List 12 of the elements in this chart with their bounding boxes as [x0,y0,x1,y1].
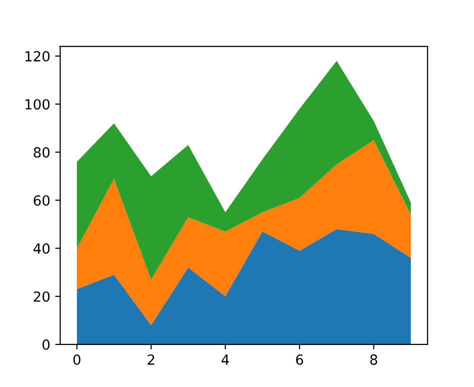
x-tick-label: 2 [148,354,154,365]
x-tick-label: 6 [296,354,304,365]
y-tick-label: 80 [34,147,50,158]
x-tick-label: 8 [370,354,378,365]
y-tick-label: 0 [42,339,50,350]
x-tick-label: 0 [73,354,80,365]
y-tick-label: 40 [33,243,50,254]
y-tick-label: 20 [34,291,50,302]
y-tick-label: 120 [25,51,50,62]
y-tick-label: 60 [34,195,50,206]
x-tick-label: 4 [222,354,229,365]
y-tick-label: 100 [25,99,50,110]
